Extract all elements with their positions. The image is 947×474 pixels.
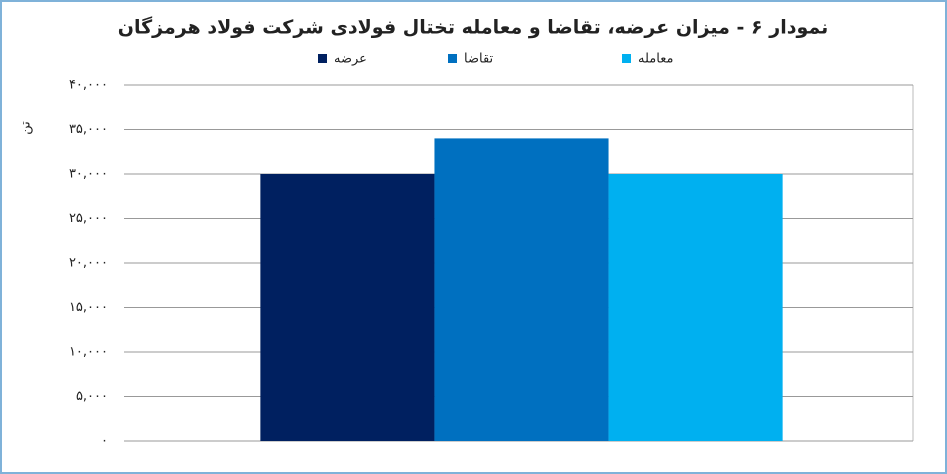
bar (260, 174, 435, 441)
legend-swatch (318, 54, 327, 63)
y-tick-label: ۱۵,۰۰۰ (69, 300, 108, 315)
legend-label: تقاضا (464, 52, 494, 67)
chart-title: نمودار ۶ - میزان عرضه، تقاضا و معامله تخ… (118, 16, 829, 39)
legend-label: عرضه (334, 52, 367, 67)
y-tick-label: ۳۰,۰۰۰ (69, 167, 108, 182)
y-tick-label: ۴۰,۰۰۰ (69, 78, 108, 93)
legend-swatch (448, 54, 457, 63)
bar (434, 138, 609, 441)
legend-label: معامله (638, 52, 673, 67)
y-axis-label: تن (19, 121, 34, 135)
y-tick-label: ۰ (101, 434, 108, 449)
y-tick-label: ۵,۰۰۰ (76, 389, 108, 404)
y-tick-label: ۳۵,۰۰۰ (69, 122, 108, 137)
y-tick-label: ۲۵,۰۰۰ (69, 211, 108, 226)
y-tick-label: ۲۰,۰۰۰ (69, 256, 108, 271)
y-tick-label: ۱۰,۰۰۰ (69, 345, 108, 360)
bar (608, 174, 783, 441)
legend-swatch (622, 54, 631, 63)
